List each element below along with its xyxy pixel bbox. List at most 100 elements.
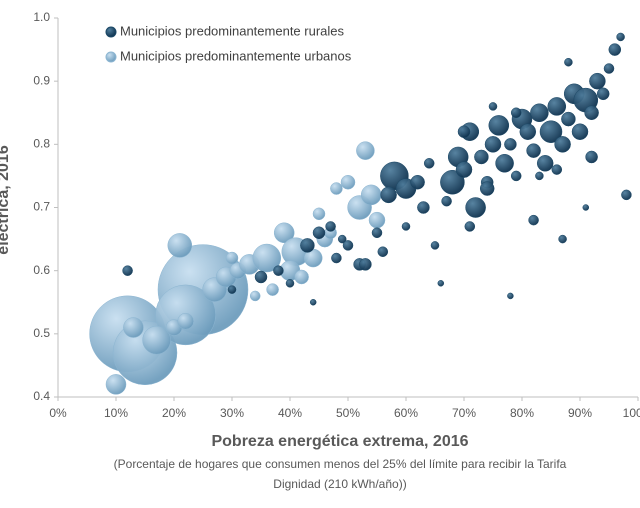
bubble: [254, 270, 268, 284]
legend-marker: [105, 26, 117, 38]
bubble: [105, 374, 127, 395]
bubble: [368, 211, 386, 229]
bubble: [440, 169, 465, 195]
y-tick-label: 0.7: [33, 200, 50, 214]
bubble: [510, 107, 522, 118]
bubble: [294, 269, 309, 285]
bubble: [621, 189, 632, 201]
x-tick-label: 40%: [278, 406, 302, 420]
x-tick-label: 80%: [510, 406, 534, 420]
x-tick-label: 60%: [394, 406, 418, 420]
x-tick-label: 30%: [220, 406, 244, 420]
bubble: [273, 265, 284, 276]
y-axis-title: eléctrica, 2016: [0, 145, 12, 255]
x-tick-label: 100%: [623, 406, 640, 420]
bubble: [465, 197, 486, 218]
bubble: [539, 120, 563, 143]
x-axis-title: Pobreza energética extrema, 2016: [211, 433, 468, 450]
bubble: [249, 290, 261, 302]
bubble: [554, 136, 571, 153]
bubble: [596, 87, 610, 101]
bubble: [430, 241, 440, 250]
bubble: [423, 158, 435, 169]
bubble: [356, 141, 375, 160]
bubble: [177, 312, 194, 330]
bubble: [337, 234, 347, 244]
y-tick-label: 0.8: [33, 137, 50, 151]
bubble: [603, 63, 615, 74]
bubble: [312, 207, 326, 221]
y-tick-label: 0.9: [33, 73, 50, 87]
bubble: [312, 226, 326, 240]
bubble: [359, 258, 372, 271]
y-tick-label: 0.5: [33, 326, 50, 340]
bubble: [401, 222, 411, 231]
bubble: [535, 171, 544, 181]
bubble: [519, 123, 537, 140]
bubble: [122, 265, 133, 276]
bubble: [495, 154, 514, 173]
bubble: [564, 57, 573, 67]
bubble: [325, 221, 336, 232]
bubble: [123, 317, 144, 338]
bubble: [273, 222, 295, 244]
legend-label: Municipios predominantemente urbanos: [120, 48, 352, 63]
bubble: [551, 164, 563, 175]
x-tick-label: 10%: [104, 406, 128, 420]
bubble: [464, 221, 476, 232]
x-axis-subtitle: (Porcentaje de hogares que consumen meno…: [114, 457, 567, 471]
bubble: [528, 214, 539, 226]
x-axis-subtitle: Dignidad (210 kWh/año)): [273, 477, 406, 491]
bubble: [340, 174, 356, 190]
x-tick-label: 0%: [49, 406, 67, 420]
bubble: [484, 136, 502, 153]
bubble: [371, 227, 383, 239]
legend-label: Municipios predominantemente rurales: [120, 23, 345, 38]
bubble: [331, 252, 342, 264]
bubble: [504, 138, 517, 151]
bubble: [377, 246, 389, 257]
bubble: [547, 97, 567, 116]
y-tick-label: 0.6: [33, 263, 50, 277]
x-tick-label: 70%: [452, 406, 476, 420]
bubble: [474, 149, 489, 165]
bubble: [455, 161, 473, 178]
bubble: [437, 280, 445, 287]
bubble: [589, 72, 606, 90]
x-tick-label: 90%: [568, 406, 592, 420]
bubble: [558, 234, 567, 244]
bubble: [285, 279, 295, 288]
bubble: [561, 111, 576, 127]
bubble: [608, 43, 622, 56]
bubble: [167, 233, 193, 258]
bubble: [266, 283, 279, 296]
bubble: [457, 125, 471, 138]
bubble: [585, 150, 598, 164]
bubble: [142, 325, 171, 355]
bubble: [582, 204, 590, 211]
bubble: [380, 186, 397, 204]
bubble: [410, 174, 425, 190]
bubble: [526, 143, 541, 158]
bubble: [227, 285, 237, 294]
bubble: [584, 105, 599, 120]
bubble: [488, 102, 498, 111]
x-tick-label: 20%: [162, 406, 186, 420]
y-tick-label: 0.4: [33, 389, 50, 403]
bubble: [510, 170, 522, 182]
bubble: [441, 195, 452, 207]
y-tick-label: 1.0: [33, 10, 50, 24]
bubble: [360, 184, 382, 206]
legend-marker: [105, 51, 117, 63]
x-tick-label: 50%: [336, 406, 360, 420]
bubble: [225, 251, 239, 265]
bubble: [530, 103, 549, 122]
bubble: [417, 201, 430, 214]
bubble: [507, 292, 514, 300]
bubble: [300, 238, 315, 253]
bubble: [342, 240, 354, 251]
bubble: [479, 181, 495, 196]
bubble: [252, 243, 282, 273]
bubble: [536, 155, 554, 172]
